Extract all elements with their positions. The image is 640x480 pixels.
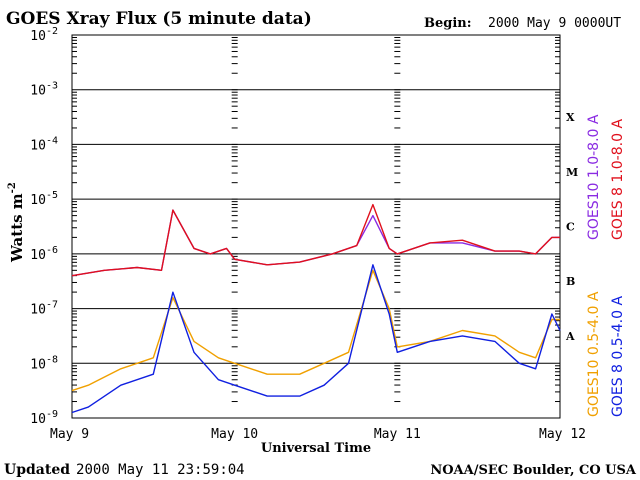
minor-ticks: [72, 37, 560, 403]
footer-updated: Updated 2000 May 11 23:59:04: [4, 462, 245, 478]
series-lines: [71, 203, 561, 414]
legend-goes8-long: GOES 8 1.0-8.0 A: [610, 119, 626, 240]
gridlines: [72, 89, 560, 364]
x-tick-label: May 9: [50, 427, 89, 442]
begin-value: 2000 May 9 0000UT: [488, 16, 621, 31]
y-tick-label: 10-9: [30, 409, 58, 427]
legend-goes10-long: GOES10 1.0-8.0 A: [586, 114, 602, 240]
y-tick-labels: 10-2 10-3 10-4 10-5 10-6 10-7 10-8 10-9: [30, 26, 58, 427]
y-tick-label: 10-3: [30, 81, 58, 99]
series-line: [71, 209, 560, 277]
chart-title: GOES Xray Flux (5 minute data): [6, 9, 312, 29]
series-line: [71, 269, 560, 392]
x-tick-labels: May 9 May 10 May 11 May 12: [50, 427, 586, 442]
y-tick-label: 10-2: [30, 26, 58, 44]
flare-class-labels: X M C B A: [565, 111, 578, 343]
x-tick-label: May 10: [211, 427, 258, 442]
series-line: [71, 203, 560, 277]
flare-class-label: M: [566, 166, 578, 179]
plot-frame: [71, 34, 561, 419]
footer-credit: NOAA/SEC Boulder, CO USA: [430, 463, 637, 478]
flare-class-label: C: [566, 221, 575, 234]
begin-label: Begin:: [424, 16, 472, 31]
legend-goes8-short: GOES 8 0.5-4.0 A: [610, 296, 626, 417]
y-tick-label: 10-7: [30, 300, 58, 318]
flare-class-label: X: [566, 111, 575, 124]
y-tick-label: 10-8: [30, 354, 58, 372]
flare-class-label: B: [566, 275, 575, 288]
y-tick-label: 10-4: [30, 135, 58, 153]
series-line: [71, 264, 561, 414]
x-tick-label: May 12: [539, 427, 586, 442]
day-separator-ticks: [231, 37, 401, 419]
flare-class-label: A: [565, 330, 575, 343]
x-tick-label: May 11: [374, 427, 421, 442]
y-tick-label: 10-5: [30, 190, 58, 208]
y-axis-label: Watts m-2: [7, 182, 26, 263]
x-axis-label: Universal Time: [261, 441, 371, 456]
legend-goes10-short: GOES10 0.5-4.0 A: [586, 291, 602, 417]
y-tick-label: 10-6: [30, 245, 58, 263]
